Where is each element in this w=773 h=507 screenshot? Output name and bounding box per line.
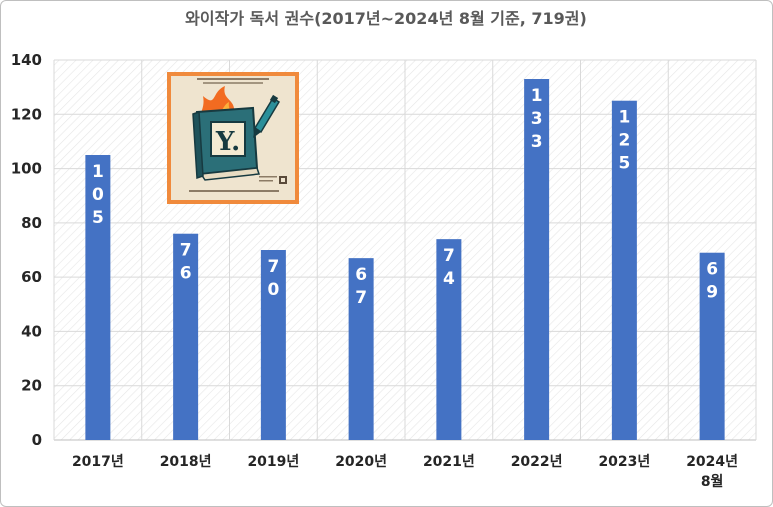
x-tick-label: 2024년 (686, 454, 738, 470)
bar (699, 252, 725, 440)
bars (85, 79, 725, 440)
x-tick-label: 2018년 (160, 454, 212, 470)
y-tick-label: 80 (21, 214, 42, 232)
x-tick-label: 2021년 (423, 454, 475, 470)
bar (85, 155, 111, 440)
y-tick-label: 60 (21, 268, 42, 286)
y-axis-ticks: 0 20 40 60 80 100 120 140 (11, 51, 42, 449)
data-labels: 1 0 5 7 6 7 0 6 7 7 4 1 3 3 1 2 5 6 9 (92, 86, 718, 308)
y-tick-label: 40 (21, 322, 42, 340)
svg-text:Y.: Y. (215, 127, 240, 157)
y-tick-label: 100 (11, 160, 42, 178)
bar (436, 239, 462, 440)
x-tick-label: 2020년 (335, 454, 387, 470)
y-tick-label: 120 (11, 105, 42, 123)
x-axis-ticks: 2017년 2018년 2019년 2020년 2021년 2022년 2023년 2024년… (72, 454, 738, 490)
x-tick-label: 2017년 (72, 454, 124, 470)
x-tick-label: 2019년 (247, 454, 299, 470)
book-with-pen-icon: Y. (167, 72, 299, 204)
x-tick-label: 8월 (701, 473, 724, 490)
x-tick-label: 2023년 (598, 454, 650, 470)
bar (524, 79, 550, 440)
x-tick-label: 2022년 (511, 454, 563, 470)
bar (260, 250, 286, 440)
bar (611, 100, 637, 440)
y-tick-label: 140 (11, 51, 42, 69)
bar (173, 233, 199, 440)
y-tick-label: 20 (21, 377, 42, 395)
chart-title: 와이작가 독서 권수(2017년~2024년 8월 기준, 719권) (185, 9, 587, 28)
y-tick-label: 0 (32, 431, 42, 449)
bar (348, 258, 374, 440)
